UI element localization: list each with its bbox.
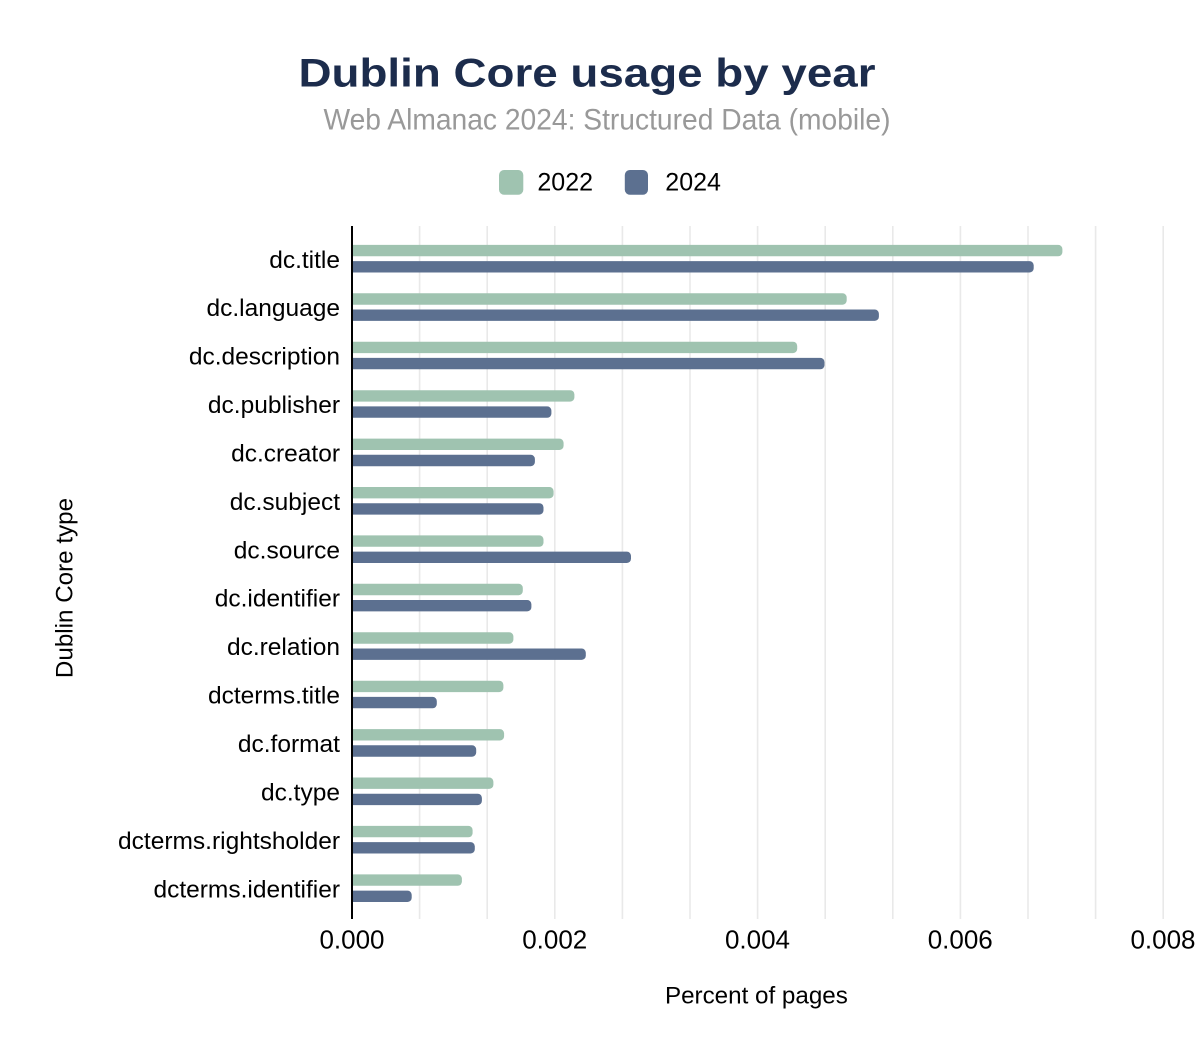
svg-text:dcterms.identifier: dcterms.identifier: [153, 876, 340, 903]
svg-text:dc.language: dc.language: [206, 295, 340, 322]
svg-text:Dublin Core type: Dublin Core type: [52, 498, 79, 678]
svg-text:dc.subject: dc.subject: [230, 489, 341, 516]
svg-text:2022: 2022: [537, 168, 593, 196]
svg-text:dc.description: dc.description: [189, 344, 340, 371]
svg-text:Dublin Core usage by year: Dublin Core usage by year: [299, 51, 876, 95]
svg-text:0.000: 0.000: [319, 925, 384, 955]
svg-text:dc.publisher: dc.publisher: [208, 392, 340, 419]
svg-text:dc.format: dc.format: [238, 731, 340, 758]
svg-text:0.002: 0.002: [522, 925, 587, 955]
svg-text:dc.source: dc.source: [234, 537, 340, 564]
svg-text:Web Almanac 2024: Structured D: Web Almanac 2024: Structured Data (mobil…: [324, 103, 891, 136]
svg-text:Percent of pages: Percent of pages: [665, 983, 848, 1010]
svg-text:dc.type: dc.type: [261, 779, 340, 806]
svg-text:0.006: 0.006: [928, 925, 993, 955]
svg-text:dcterms.title: dcterms.title: [208, 683, 340, 710]
svg-text:dcterms.rightsholder: dcterms.rightsholder: [118, 828, 340, 855]
svg-text:dc.relation: dc.relation: [227, 634, 340, 661]
svg-text:dc.creator: dc.creator: [231, 441, 340, 468]
svg-text:0.008: 0.008: [1130, 925, 1195, 955]
svg-text:dc.identifier: dc.identifier: [215, 586, 340, 613]
svg-text:dc.title: dc.title: [269, 247, 340, 274]
svg-text:0.004: 0.004: [725, 925, 790, 955]
svg-text:2024: 2024: [665, 168, 721, 196]
